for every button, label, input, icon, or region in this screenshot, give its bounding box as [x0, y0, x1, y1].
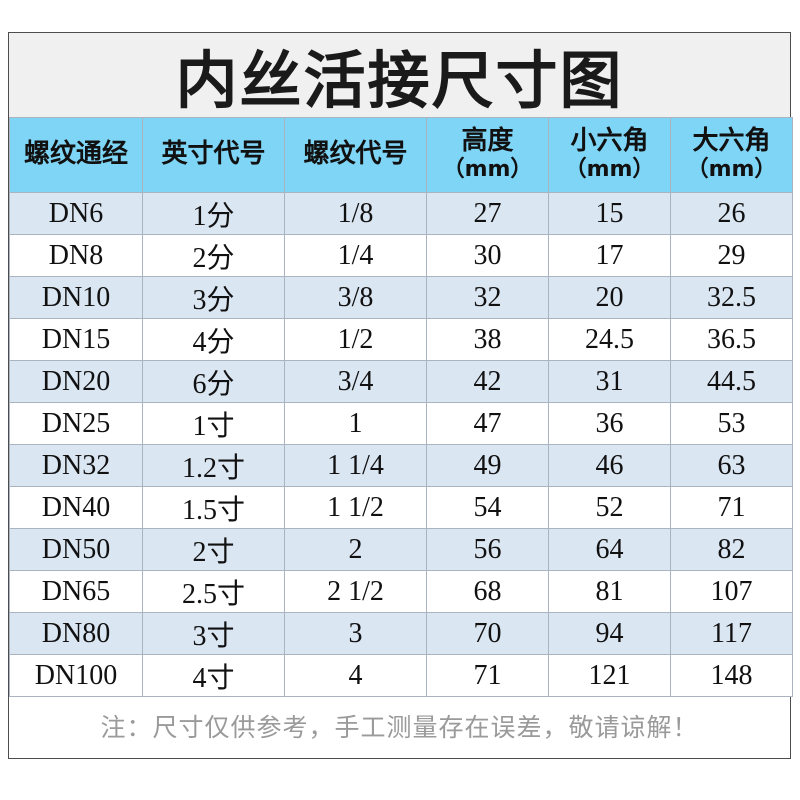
cell-height: 30 — [426, 234, 549, 277]
col-header-large-hex: 大六角 （mm） — [670, 117, 793, 193]
cell-thread-code: 1/4 — [284, 234, 427, 277]
cell-small-hex: 94 — [548, 612, 671, 655]
cell-thread-diameter: DN25 — [9, 402, 143, 445]
cell-height: 38 — [426, 318, 549, 361]
cell-height: 68 — [426, 570, 549, 613]
cell-large-hex: 32.5 — [670, 276, 793, 319]
cell-small-hex: 17 — [548, 234, 671, 277]
cell-thread-diameter: DN100 — [9, 654, 143, 697]
cell-thread-code: 4 — [284, 654, 427, 697]
cell-thread-diameter: DN50 — [9, 528, 143, 571]
cell-height: 70 — [426, 612, 549, 655]
cell-thread-code: 3/4 — [284, 360, 427, 403]
table-row: DN10 3分 3/8 32 20 32.5 — [9, 276, 793, 319]
table-row: DN40 1.5寸 1 1/2 54 52 71 — [9, 486, 793, 529]
table-row: DN50 2寸 2 56 64 82 — [9, 528, 793, 571]
cell-thread-diameter: DN20 — [9, 360, 143, 403]
cell-inch-code: 2.5寸 — [142, 570, 285, 613]
cell-small-hex: 36 — [548, 402, 671, 445]
table-row: DN65 2.5寸 2 1/2 68 81 107 — [9, 570, 793, 613]
cell-thread-diameter: DN40 — [9, 486, 143, 529]
table-row: DN100 4寸 4 71 121 148 — [9, 654, 793, 697]
cell-small-hex: 81 — [548, 570, 671, 613]
disclaimer-note: 注：尺寸仅供参考，手工测量存在误差，敬请谅解！ — [100, 713, 699, 742]
cell-inch-code: 3寸 — [142, 612, 285, 655]
cell-thread-diameter: DN6 — [9, 192, 143, 235]
cell-height: 56 — [426, 528, 549, 571]
cell-large-hex: 29 — [670, 234, 793, 277]
cell-thread-diameter: DN32 — [9, 444, 143, 487]
cell-thread-code: 2 1/2 — [284, 570, 427, 613]
spec-sheet: 内丝活接尺寸图 螺纹通经 英寸代号 螺纹代号 高度 （mm） 小六角 （mm） 大六… — [8, 32, 793, 759]
cell-thread-diameter: DN8 — [9, 234, 143, 277]
cell-large-hex: 82 — [670, 528, 793, 571]
cell-height: 71 — [426, 654, 549, 697]
cell-thread-code: 1/8 — [284, 192, 427, 235]
cell-small-hex: 52 — [548, 486, 671, 529]
page-title: 内丝活接尺寸图 — [9, 33, 790, 118]
cell-thread-code: 2 — [284, 528, 427, 571]
table-row: DN32 1.2寸 1 1/4 49 46 63 — [9, 444, 793, 487]
cell-inch-code: 4分 — [142, 318, 285, 361]
cell-thread-diameter: DN80 — [9, 612, 143, 655]
table-row: DN20 6分 3/4 42 31 44.5 — [9, 360, 793, 403]
cell-thread-diameter: DN10 — [9, 276, 143, 319]
cell-large-hex: 71 — [670, 486, 793, 529]
cell-thread-code: 3 — [284, 612, 427, 655]
cell-inch-code: 6分 — [142, 360, 285, 403]
cell-small-hex: 24.5 — [548, 318, 671, 361]
cell-thread-diameter: DN15 — [9, 318, 143, 361]
col-header-thread-diameter: 螺纹通经 — [9, 117, 143, 193]
cell-large-hex: 63 — [670, 444, 793, 487]
cell-large-hex: 117 — [670, 612, 793, 655]
cell-height: 27 — [426, 192, 549, 235]
cell-large-hex: 26 — [670, 192, 793, 235]
cell-inch-code: 1.2寸 — [142, 444, 285, 487]
col-header-thread-code: 螺纹代号 — [284, 117, 427, 193]
cell-thread-code: 1 — [284, 402, 427, 445]
cell-thread-code: 1/2 — [284, 318, 427, 361]
cell-inch-code: 1分 — [142, 192, 285, 235]
cell-height: 42 — [426, 360, 549, 403]
cell-height: 54 — [426, 486, 549, 529]
table-row: DN6 1分 1/8 27 15 26 — [9, 192, 793, 235]
cell-thread-code: 1 1/4 — [284, 444, 427, 487]
cell-inch-code: 3分 — [142, 276, 285, 319]
cell-height: 49 — [426, 444, 549, 487]
cell-small-hex: 15 — [548, 192, 671, 235]
cell-inch-code: 2分 — [142, 234, 285, 277]
table-header-row: 螺纹通经 英寸代号 螺纹代号 高度 （mm） 小六角 （mm） 大六角 （mm） — [9, 117, 793, 193]
cell-large-hex: 36.5 — [670, 318, 793, 361]
cell-large-hex: 44.5 — [670, 360, 793, 403]
col-header-small-hex: 小六角 （mm） — [548, 117, 671, 193]
col-header-height: 高度 （mm） — [426, 117, 549, 193]
cell-height: 32 — [426, 276, 549, 319]
cell-inch-code: 1寸 — [142, 402, 285, 445]
cell-small-hex: 46 — [548, 444, 671, 487]
cell-large-hex: 148 — [670, 654, 793, 697]
cell-large-hex: 107 — [670, 570, 793, 613]
cell-small-hex: 121 — [548, 654, 671, 697]
cell-inch-code: 4寸 — [142, 654, 285, 697]
table-row: DN15 4分 1/2 38 24.5 36.5 — [9, 318, 793, 361]
size-table: 螺纹通经 英寸代号 螺纹代号 高度 （mm） 小六角 （mm） 大六角 （mm） DN… — [9, 117, 793, 697]
cell-height: 47 — [426, 402, 549, 445]
cell-thread-diameter: DN65 — [9, 570, 143, 613]
cell-large-hex: 53 — [670, 402, 793, 445]
cell-small-hex: 64 — [548, 528, 671, 571]
cell-inch-code: 2寸 — [142, 528, 285, 571]
cell-thread-code: 1 1/2 — [284, 486, 427, 529]
cell-small-hex: 20 — [548, 276, 671, 319]
cell-small-hex: 31 — [548, 360, 671, 403]
table-row: DN80 3寸 3 70 94 117 — [9, 612, 793, 655]
col-header-inch-code: 英寸代号 — [142, 117, 285, 193]
cell-thread-code: 3/8 — [284, 276, 427, 319]
table-row: DN25 1寸 1 47 36 53 — [9, 402, 793, 445]
table-row: DN8 2分 1/4 30 17 29 — [9, 234, 793, 277]
cell-inch-code: 1.5寸 — [142, 486, 285, 529]
